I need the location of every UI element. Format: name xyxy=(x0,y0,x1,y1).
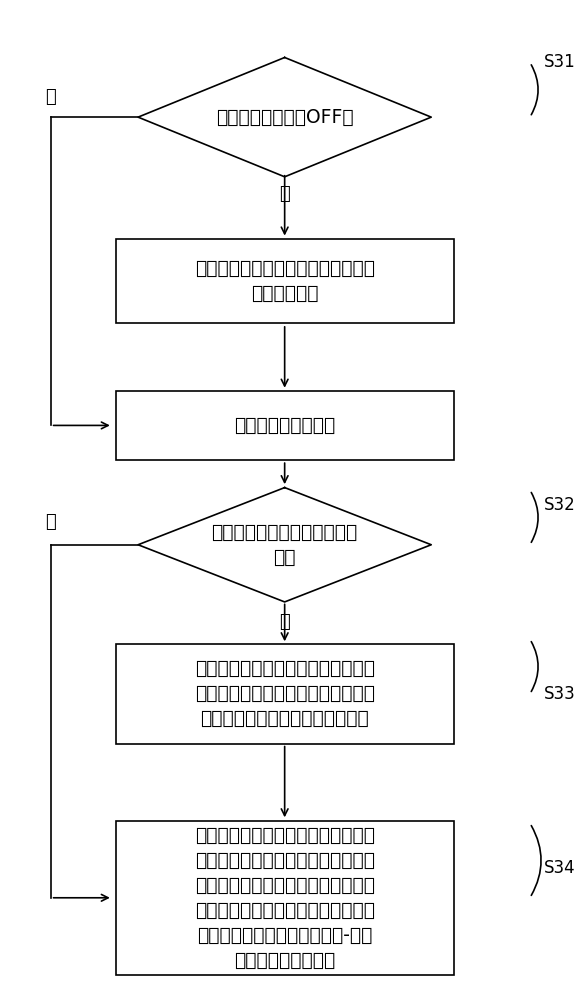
Text: 否: 否 xyxy=(279,185,290,203)
Text: 远程控制单元的计时开始标志
置位: 远程控制单元的计时开始标志 置位 xyxy=(212,523,358,567)
Text: S32: S32 xyxy=(544,496,576,514)
Text: 是: 是 xyxy=(45,88,56,106)
Text: 否: 否 xyxy=(279,613,290,631)
Text: 钥匙开关是否置于OFF档: 钥匙开关是否置于OFF档 xyxy=(216,108,353,127)
Polygon shape xyxy=(138,488,431,602)
Text: S34: S34 xyxy=(544,859,575,877)
FancyBboxPatch shape xyxy=(115,644,454,744)
Text: 远程控制单元计时器累计静置时长，
当静置时长超过静置时长阈值时，远
程控制单元的计时器停止计时，远程
控制单元唤醒整车控制器，整车控制
器控制低压继电器闭合，直: 远程控制单元计时器累计静置时长， 当静置时长超过静置时长阈值时，远 程控制单元的… xyxy=(195,826,375,970)
FancyBboxPatch shape xyxy=(115,821,454,975)
Text: S31: S31 xyxy=(544,53,576,71)
Text: S33: S33 xyxy=(544,685,576,703)
Polygon shape xyxy=(138,57,431,177)
Text: 整车控制器延时下电: 整车控制器延时下电 xyxy=(234,416,335,435)
Text: 远程控制单元清空计时开始标志和计
数器的累计值: 远程控制单元清空计时开始标志和计 数器的累计值 xyxy=(195,259,375,303)
Text: 整车控制器给远程控制单元发送计时
开始标志，对远程控制单元的计时开
始标志进行置位，整车控制器下电: 整车控制器给远程控制单元发送计时 开始标志，对远程控制单元的计时开 始标志进行置… xyxy=(195,659,375,728)
Text: 是: 是 xyxy=(45,513,56,531)
FancyBboxPatch shape xyxy=(115,391,454,460)
FancyBboxPatch shape xyxy=(115,239,454,323)
